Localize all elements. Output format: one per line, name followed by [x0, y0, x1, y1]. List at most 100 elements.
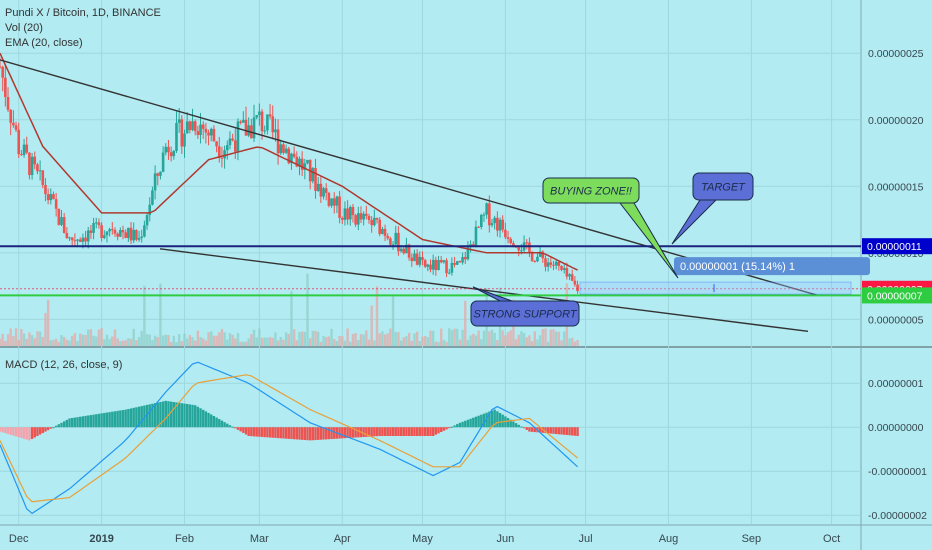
volume-bar [1, 333, 4, 346]
candle-body [357, 213, 360, 225]
candle-body [76, 239, 79, 241]
candle-body [490, 223, 494, 226]
histogram-bar [234, 427, 237, 429]
candle-body [6, 97, 10, 110]
candle-body [225, 145, 229, 151]
histogram-bar [161, 401, 165, 428]
candle-body [38, 170, 42, 172]
candle-body [557, 261, 561, 266]
volume-bar [105, 334, 109, 346]
histogram-bar [143, 405, 146, 428]
macd-label[interactable]: MACD (12, 26, close, 9) [5, 359, 123, 371]
volume-bar [164, 334, 167, 346]
volume-bar [426, 337, 430, 346]
candle-body [156, 173, 160, 176]
volume-bar [303, 331, 307, 346]
candle-body [418, 256, 422, 265]
candle-body [413, 253, 416, 262]
volume-bar [405, 336, 408, 346]
histogram-bar [319, 427, 323, 440]
histogram-bar [279, 427, 282, 439]
volume-bar [231, 334, 234, 346]
x-tick-label: Mar [250, 533, 269, 545]
volume-bar [464, 300, 467, 346]
histogram-bar [496, 411, 499, 428]
candle-body [501, 219, 504, 230]
volume-bar [373, 340, 376, 346]
candle-body [442, 260, 446, 263]
volume-bar [30, 335, 34, 346]
volume-bar [474, 335, 478, 346]
histogram-bar [506, 418, 510, 428]
volume-bar [108, 338, 111, 346]
histogram-bar [14, 427, 18, 437]
volume-bar [242, 341, 245, 346]
volume-bar [493, 332, 496, 346]
volume-bar [458, 339, 462, 346]
volume-bar [124, 340, 127, 346]
candle-body [405, 244, 408, 254]
candle-body [260, 111, 264, 132]
candle-body [60, 217, 63, 225]
volume-bar [461, 329, 464, 346]
volume-bar [9, 328, 12, 346]
volume-bar [346, 328, 349, 346]
candle-body [565, 268, 569, 277]
histogram-bar [22, 427, 26, 439]
macd-y-tick-label: -0.00000001 [868, 466, 927, 478]
x-tick-label: Jul [579, 533, 593, 545]
histogram-bar [153, 403, 157, 428]
candle-body [236, 121, 240, 152]
volume-bar [292, 329, 296, 346]
histogram-bar [183, 403, 186, 428]
volume-bar [367, 339, 371, 346]
histogram-bar [546, 427, 550, 434]
volume-bar [159, 283, 162, 346]
volume-bar [557, 331, 561, 346]
histogram-bar [145, 404, 149, 428]
volume-bar [391, 296, 395, 346]
vol-label[interactable]: Vol (20) [5, 22, 43, 34]
candle-body [493, 217, 496, 224]
y-tick-label: 0.00000015 [868, 181, 924, 193]
histogram-bar [137, 406, 141, 428]
candle-body [397, 232, 400, 252]
candle-body [544, 258, 547, 267]
candle-body [191, 121, 194, 131]
histogram-bar [426, 427, 430, 436]
macd-histogram [0, 400, 579, 441]
candle-body [290, 153, 293, 164]
histogram-bar [528, 427, 531, 432]
ema-label[interactable]: EMA (20, close) [5, 37, 83, 49]
volume-bar [325, 337, 328, 346]
volume-bar [68, 340, 71, 346]
histogram-bar [124, 409, 127, 428]
candle-body [453, 262, 456, 265]
volume-bar [562, 331, 566, 346]
candle-body [330, 198, 333, 206]
candle-body [439, 259, 443, 263]
histogram-bar [522, 427, 526, 429]
histogram-bar [215, 417, 218, 428]
histogram-bar [180, 403, 184, 428]
histogram-bar [28, 427, 31, 441]
volume-bar [218, 332, 221, 346]
histogram-bar [30, 427, 34, 439]
histogram-bar [151, 403, 154, 428]
symbol-title[interactable]: Pundi X / Bitcoin, 1D, BINANCE [5, 7, 161, 19]
candle-body [348, 207, 352, 220]
volume-bar [314, 330, 317, 346]
volume-bar [439, 328, 443, 346]
volume-bar [204, 340, 208, 346]
candle-body [73, 240, 77, 242]
candle-body [324, 188, 328, 193]
volume-bar [65, 339, 69, 346]
volume-bar [129, 338, 133, 346]
histogram-bar [97, 413, 101, 428]
histogram-bar [25, 427, 28, 440]
volume-bar [223, 332, 226, 346]
volume-bar [79, 333, 82, 346]
histogram-bar [365, 427, 368, 437]
target-callout-label: TARGET [701, 182, 746, 194]
